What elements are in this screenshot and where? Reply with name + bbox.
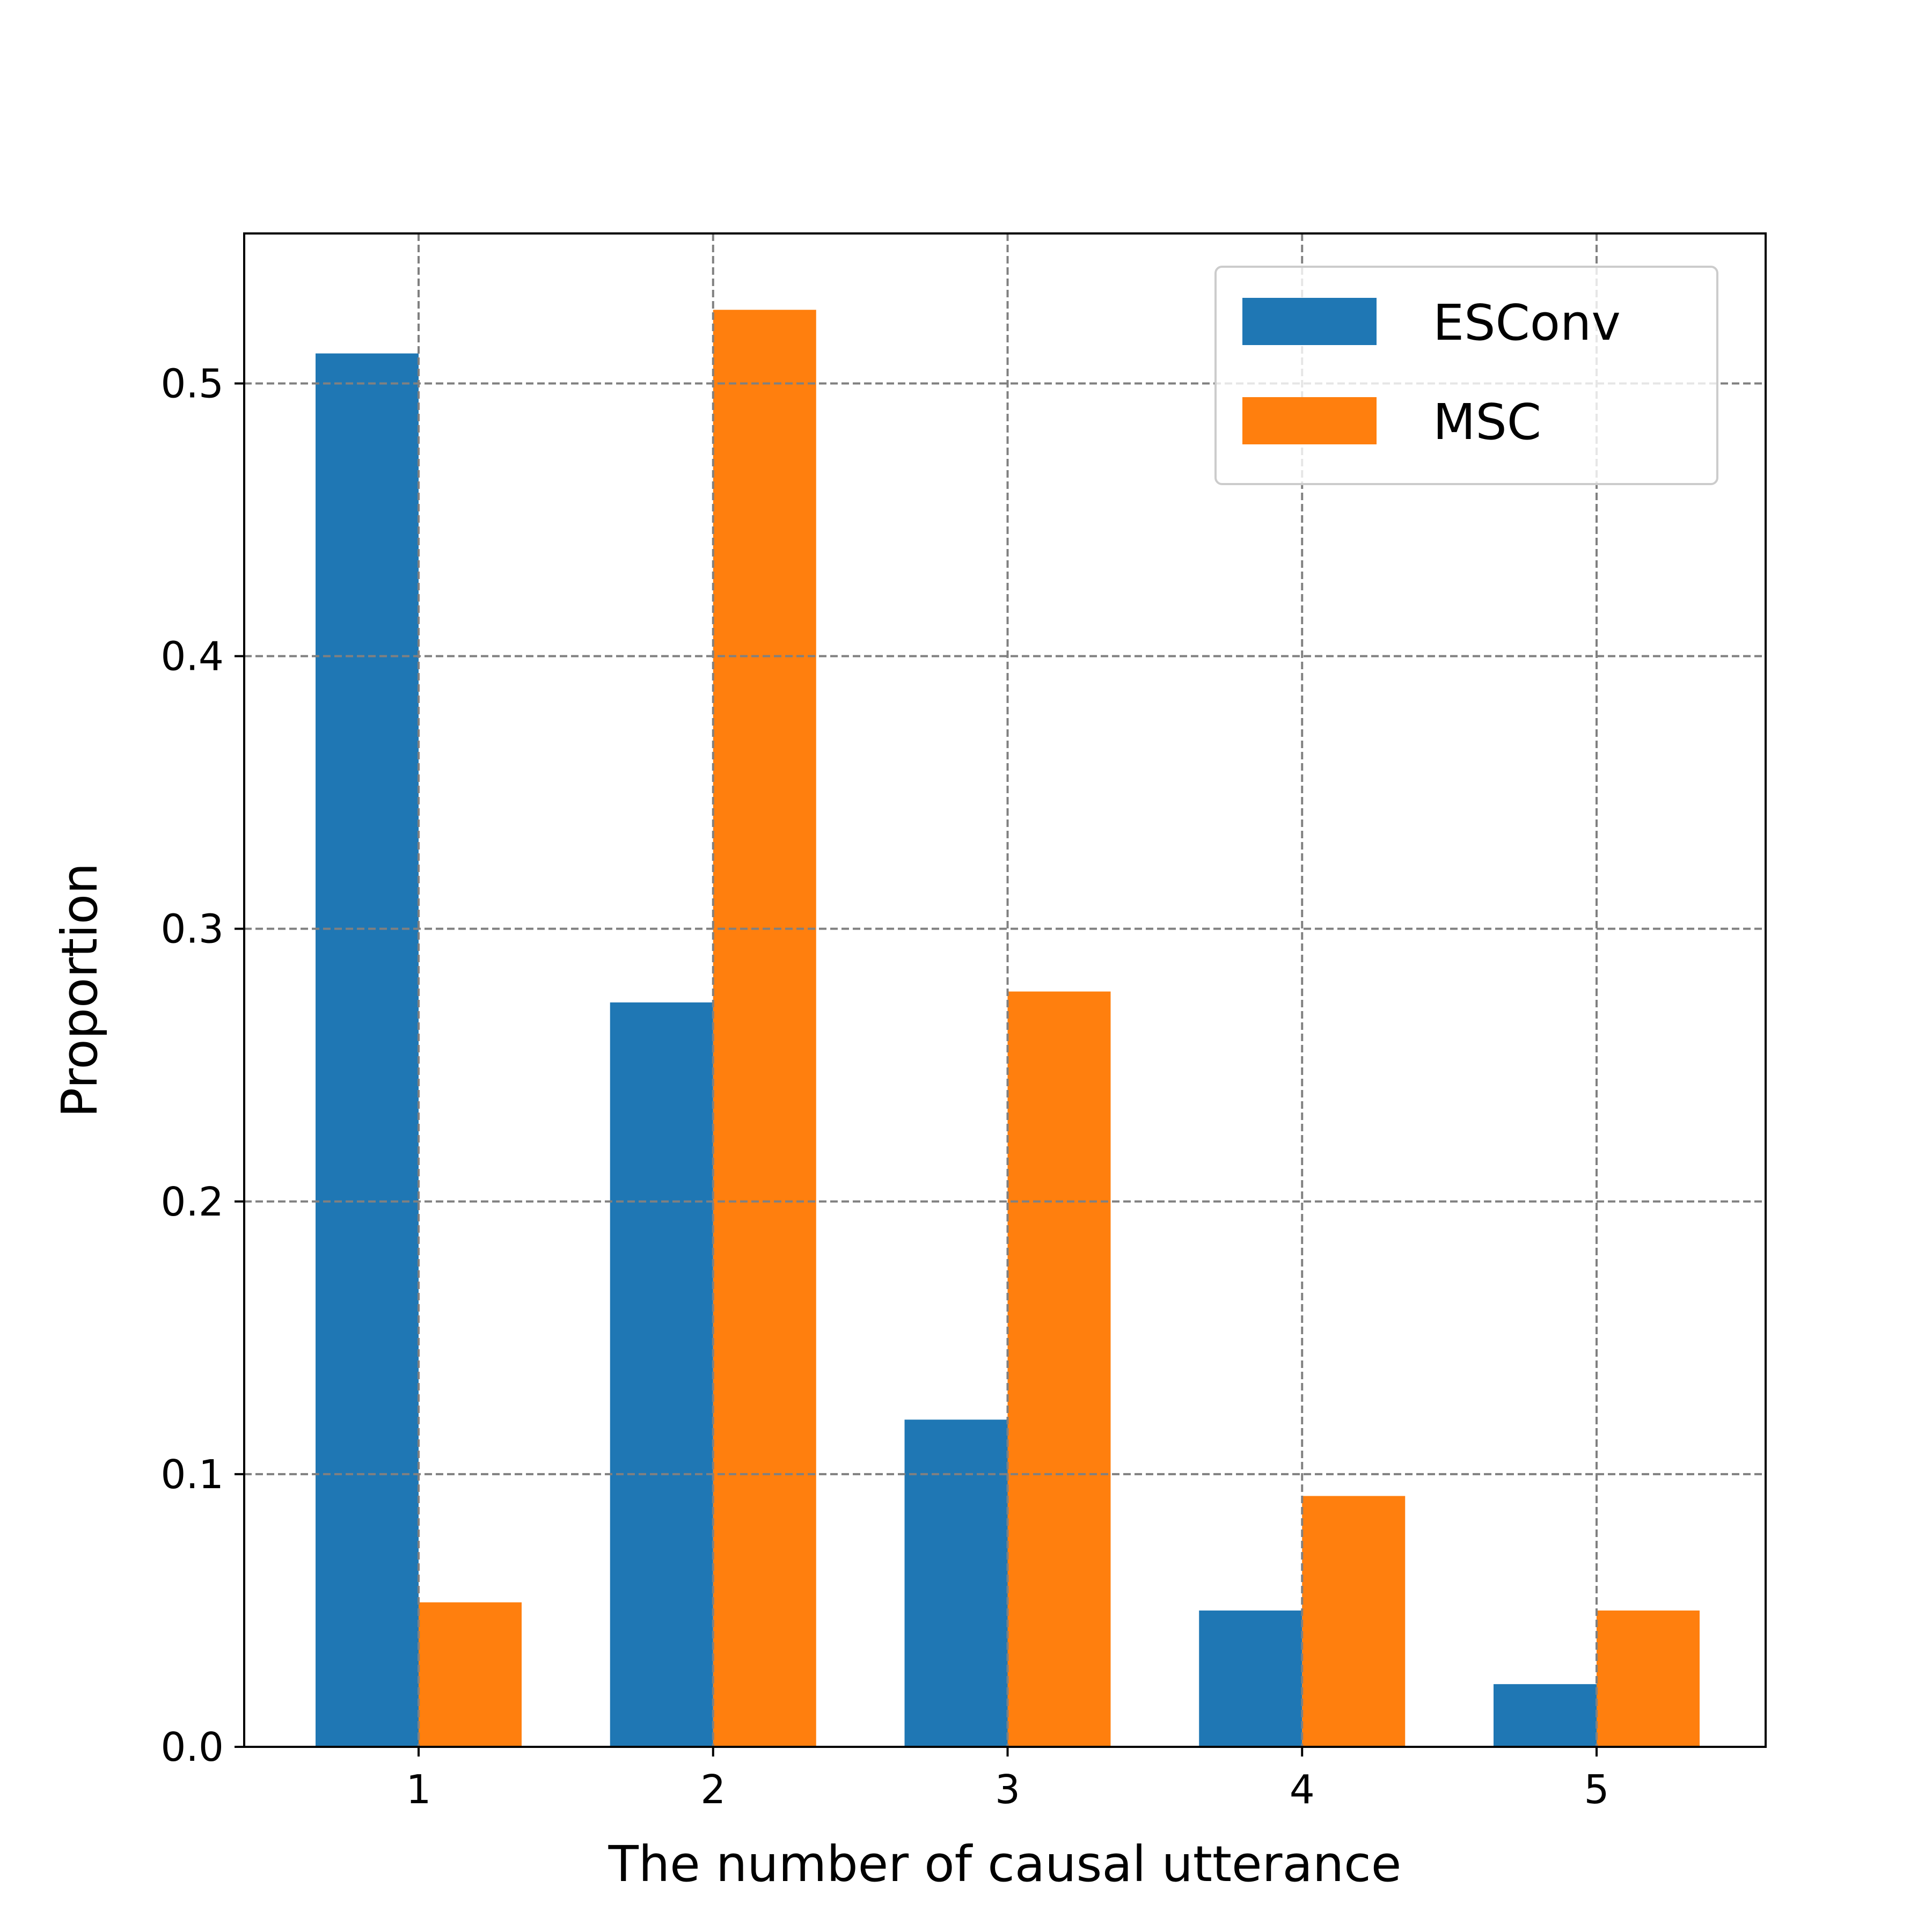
ytick-label: 0.2 <box>160 1179 224 1225</box>
ytick-label: 0.0 <box>160 1724 224 1770</box>
ytick-label: 0.4 <box>160 634 224 680</box>
bar-esconv-4 <box>1199 1610 1302 1747</box>
bar-esconv-5 <box>1494 1684 1597 1747</box>
legend: ESConv MSC <box>1214 266 1718 485</box>
xtick-label: 4 <box>1290 1767 1315 1813</box>
ticks-layer: 0.0 0.1 0.2 0.3 0.4 0.5 1 2 3 4 5 <box>160 361 1609 1813</box>
bar-msc-2 <box>713 310 816 1747</box>
xtick-label: 3 <box>995 1767 1020 1813</box>
xtick-label: 1 <box>406 1767 431 1813</box>
ytick-label: 0.3 <box>160 906 224 953</box>
x-axis-title: The number of causal utterance <box>608 1835 1402 1893</box>
bar-msc-4 <box>1302 1496 1406 1747</box>
legend-swatch-esconv <box>1242 298 1377 345</box>
bar-esconv-1 <box>316 353 419 1747</box>
y-axis-title: Proportion <box>51 863 108 1118</box>
xtick-label: 5 <box>1584 1767 1609 1813</box>
bar-esconv-2 <box>610 1002 713 1747</box>
legend-swatch-msc <box>1242 397 1377 444</box>
legend-label-esconv: ESConv <box>1433 294 1621 352</box>
bar-msc-5 <box>1597 1610 1700 1747</box>
xtick-label: 2 <box>700 1767 726 1813</box>
bar-esconv-3 <box>904 1419 1008 1747</box>
ytick-label: 0.5 <box>160 361 224 407</box>
bar-msc-3 <box>1007 991 1111 1747</box>
ytick-label: 0.1 <box>160 1452 224 1498</box>
legend-label-msc: MSC <box>1433 393 1541 451</box>
bar-msc-1 <box>419 1602 522 1747</box>
plot-frame <box>243 232 1767 1748</box>
